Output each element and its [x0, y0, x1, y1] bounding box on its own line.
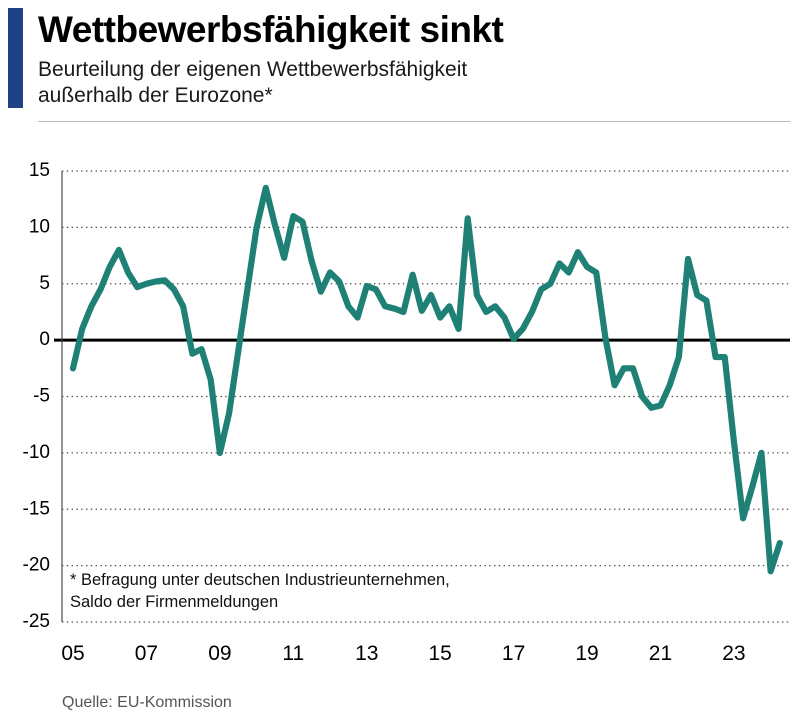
- subtitle-line-2: außerhalb der Eurozone*: [38, 84, 273, 107]
- y-tick-label: 5: [39, 273, 50, 294]
- y-tick-label: 10: [29, 216, 50, 237]
- y-tick-label: -10: [23, 442, 50, 463]
- x-tick-label: 07: [135, 642, 158, 665]
- page-subtitle: Beurteilung der eigenen Wettbewerbsfähig…: [38, 57, 658, 109]
- footnote-line-2: Saldo der Firmenmeldungen: [70, 593, 278, 611]
- subtitle-line-1: Beurteilung der eigenen Wettbewerbsfähig…: [38, 58, 468, 81]
- data-series-group: [69, 184, 783, 575]
- x-tick-label: 23: [722, 642, 745, 665]
- y-axis-labels: 15 10 5 0 -5 -10 -15 -20 -25: [23, 160, 50, 632]
- source-label: Quelle: EU-Kommission: [62, 694, 232, 711]
- y-tick-label: 15: [29, 160, 50, 181]
- y-tick-label: -5: [33, 386, 50, 407]
- y-tick-label: -25: [23, 611, 50, 632]
- x-tick-label: 21: [649, 642, 672, 665]
- page-title: Wettbewerbsfähigkeit sinkt: [38, 9, 504, 50]
- x-tick-label: 15: [428, 642, 451, 665]
- x-tick-label: 13: [355, 642, 378, 665]
- gridlines: [62, 170, 790, 623]
- line-chart: 15 10 5 0 -5 -10 -15 -20 -25 05 07 09 11 13 15 17 19 21 2…: [23, 160, 790, 711]
- source-group: Quelle: EU-Kommission: [62, 694, 232, 711]
- footnote-line-1: * Befragung unter deutschen Industrieunt…: [70, 571, 450, 589]
- accent-bar: [8, 8, 23, 108]
- footnote: * Befragung unter deutschen Industrieunt…: [70, 571, 450, 611]
- header: Wettbewerbsfähigkeit sinkt Beurteilung d…: [0, 0, 800, 122]
- y-tick-label: -15: [23, 498, 50, 519]
- data-line: [69, 184, 783, 575]
- y-tick-label: -20: [23, 555, 50, 576]
- x-tick-label: 19: [575, 642, 598, 665]
- x-tick-label: 11: [282, 642, 304, 665]
- x-axis-labels: 05 07 09 11 13 15 17 19 21 23: [61, 642, 745, 665]
- chart-container: 15 10 5 0 -5 -10 -15 -20 -25 05 07 09 11 13 15 17 19 21 2…: [0, 122, 800, 720]
- header-divider: [38, 121, 790, 122]
- y-tick-label: 0: [39, 329, 50, 350]
- x-tick-label: 17: [502, 642, 525, 665]
- x-tick-label: 05: [61, 642, 84, 665]
- x-tick-label: 09: [208, 642, 231, 665]
